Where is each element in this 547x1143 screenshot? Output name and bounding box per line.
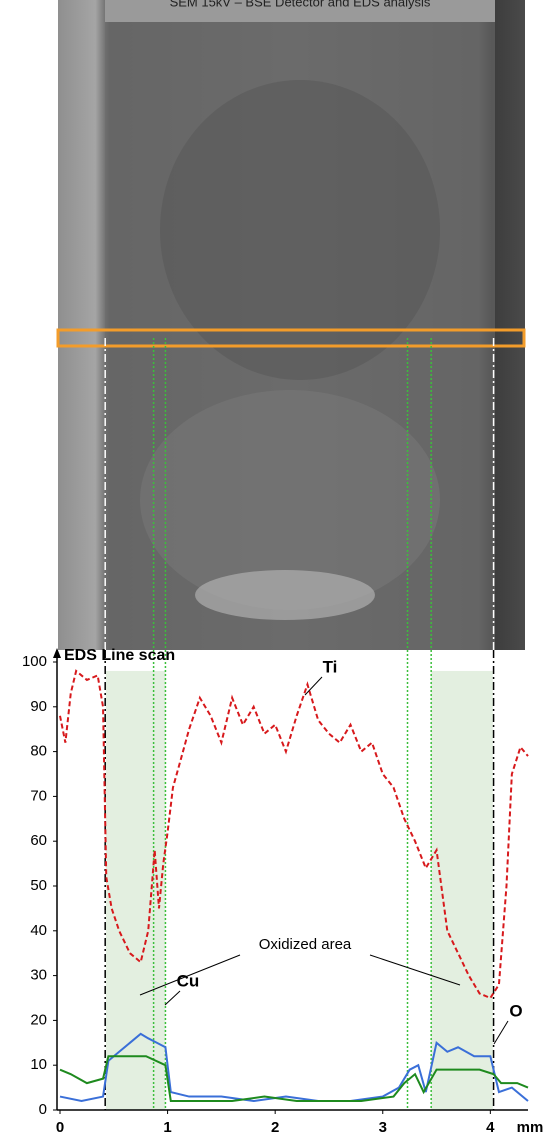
y-tick-label: 80	[30, 743, 47, 760]
annotation: O	[509, 1001, 522, 1020]
y-tick-label: 10	[30, 1056, 47, 1073]
y-tick-label: 30	[30, 967, 47, 984]
oxidized-span	[105, 670, 166, 1110]
annotation-arrow	[369, 954, 461, 986]
y-tick-label: 70	[30, 787, 47, 804]
x-axis-label: mm	[517, 1119, 544, 1136]
annotation-arrow	[164, 990, 181, 1006]
x-tick-label: 2	[271, 1119, 279, 1136]
annotation-arrow	[493, 1020, 509, 1045]
oxidized-span	[431, 670, 494, 1110]
y-tick-label: 0	[39, 1101, 47, 1118]
series-line	[59, 1055, 529, 1103]
series-line	[59, 1032, 529, 1103]
x-tick-label: 0	[56, 1119, 64, 1136]
x-tick-label: 3	[379, 1119, 387, 1136]
chart-title: EDS Line scan	[64, 647, 175, 664]
y-tick-label: 20	[30, 1011, 47, 1028]
x-tick-label: 4	[486, 1119, 495, 1136]
sem-image	[56, 0, 526, 650]
annotation-arrow	[139, 954, 241, 996]
annotation: Cu	[177, 971, 200, 990]
annotation-arrow	[304, 676, 323, 696]
y-tick-label: 90	[30, 698, 47, 715]
y-tick-label: 60	[30, 832, 47, 849]
annotation: Oxidized area	[259, 936, 352, 953]
y-axis-arrow	[53, 648, 61, 658]
caption: SEM 15kV – BSE Detector and EDS analysis	[170, 0, 431, 9]
annotation: Ti	[323, 657, 338, 676]
y-tick-label: 100	[22, 653, 47, 670]
x-tick-label: 1	[163, 1119, 171, 1136]
y-tick-label: 40	[30, 922, 47, 939]
y-tick-label: 50	[30, 877, 47, 894]
